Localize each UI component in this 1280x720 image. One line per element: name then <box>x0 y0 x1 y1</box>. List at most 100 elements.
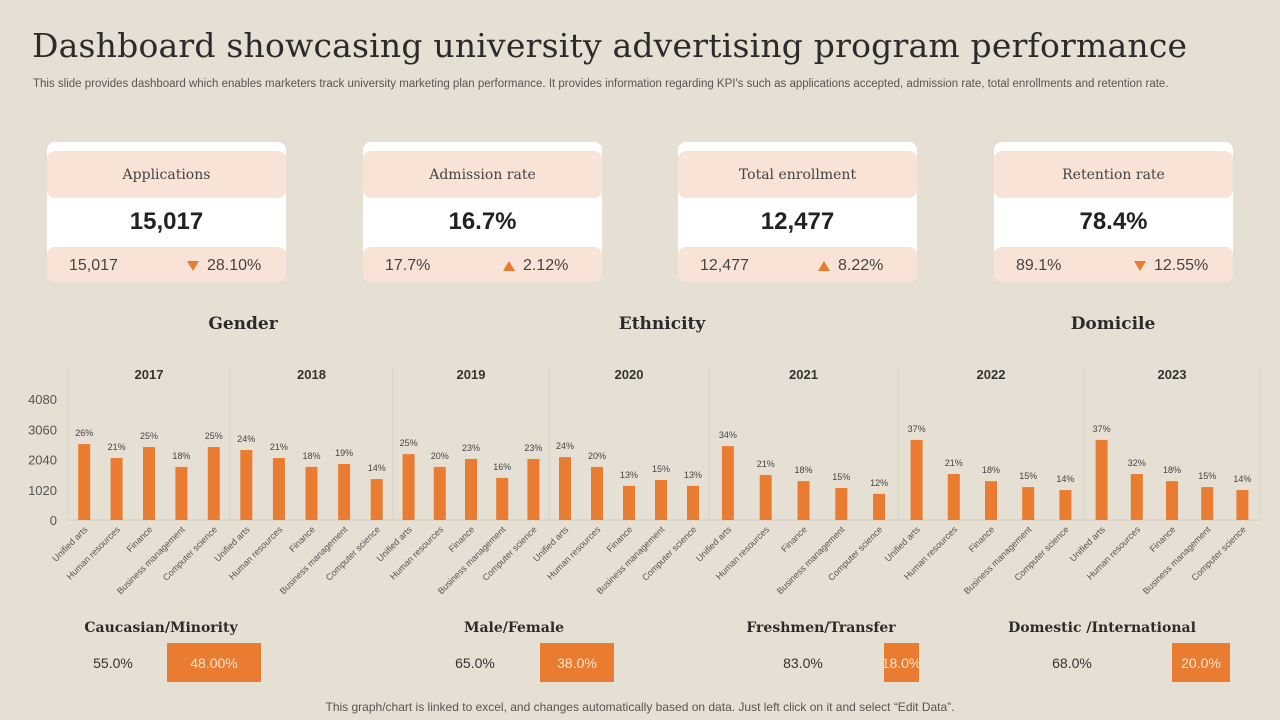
ratio-first-value: 55.0% <box>93 655 133 671</box>
x-tick-label: Business management <box>962 524 1034 596</box>
bar <box>1166 481 1178 520</box>
kpi-footer: 12,477 8.22% <box>678 247 917 282</box>
data-label: 20% <box>588 451 606 461</box>
bar <box>1095 439 1108 520</box>
data-label: 25% <box>140 431 158 441</box>
bar <box>797 481 810 520</box>
bar <box>496 477 509 520</box>
bar <box>402 454 415 520</box>
page-subtitle: This slide provides dashboard which enab… <box>33 78 1169 90</box>
bar <box>1022 487 1035 520</box>
kpi-change: 28.10% <box>187 257 261 275</box>
bar <box>1130 474 1143 520</box>
x-tick-label: Finance <box>447 524 477 554</box>
data-label: 15% <box>832 472 850 482</box>
data-label: 16% <box>493 462 511 472</box>
bar <box>527 458 540 520</box>
kpi-previous-value: 15,017 <box>69 257 118 274</box>
kpi-footer: 17.7% 2.12% <box>363 247 602 282</box>
kpi-change: 2.12% <box>503 257 568 275</box>
data-label: 14% <box>368 463 386 473</box>
bar <box>207 447 220 520</box>
bar <box>687 485 699 520</box>
data-label: 25% <box>400 438 418 448</box>
x-tick-label: Finance <box>605 524 635 554</box>
x-tick-label: Human resources <box>388 524 446 582</box>
ratio-second-value: 48.00% <box>167 643 261 682</box>
kpi-label: Applications <box>47 151 286 198</box>
kpi-footer: 89.1% 12.55% <box>994 247 1233 282</box>
triangle-down-icon <box>187 261 199 271</box>
data-label: 26% <box>75 428 93 438</box>
kpi-change: 8.22% <box>818 257 883 275</box>
data-label: 23% <box>524 443 542 453</box>
data-label: 25% <box>205 431 223 441</box>
bar <box>835 487 848 520</box>
kpi-change-value: 8.22% <box>838 257 884 274</box>
kpi-change-value: 2.12% <box>523 257 569 274</box>
y-tick-label: 2040 <box>28 453 57 468</box>
x-tick-label: Computer science <box>640 524 698 582</box>
data-label: 18% <box>302 451 320 461</box>
ratio-second-value: 20.0% <box>1172 643 1230 682</box>
ratio-first-value: 65.0% <box>455 655 495 671</box>
x-tick-label: Finance <box>1148 524 1178 554</box>
data-label: 37% <box>1093 424 1111 434</box>
y-tick-label: 0 <box>50 513 57 528</box>
bar <box>655 479 667 520</box>
group-year-label: 2023 <box>1158 367 1187 382</box>
bar-chart[interactable]: 0 1020 2040 3060 4080 2017 26% Unified arts 21% H… <box>0 355 1280 615</box>
x-tick-label: Finance <box>967 524 997 554</box>
data-label: 15% <box>1198 471 1216 481</box>
bar <box>272 458 285 520</box>
triangle-up-icon <box>818 261 830 271</box>
section-title-gender: Gender <box>208 314 278 334</box>
x-tick-label: Finance <box>779 524 809 554</box>
x-tick-label: Computer science <box>480 524 538 582</box>
ratio-second-value: 38.0% <box>540 643 614 682</box>
data-label: 13% <box>684 470 702 480</box>
bar <box>947 474 960 520</box>
y-tick-label: 1020 <box>28 483 57 498</box>
page-title: Dashboard showcasing university advertis… <box>32 26 1188 65</box>
bar <box>873 493 886 520</box>
data-label: 21% <box>757 459 775 469</box>
kpi-change-value: 28.10% <box>207 257 262 274</box>
data-label: 24% <box>237 434 255 444</box>
bar <box>370 479 383 520</box>
bar <box>910 439 923 520</box>
x-tick-label: Unified arts <box>883 524 923 564</box>
footnote: This graph/chart is linked to excel, and… <box>325 700 955 714</box>
data-label: 13% <box>620 470 638 480</box>
triangle-down-icon <box>1134 261 1146 271</box>
data-label: 15% <box>652 464 670 474</box>
kpi-change: 12.55% <box>1134 257 1208 275</box>
kpi-footer: 15,017 28.10% <box>47 247 286 282</box>
bar <box>1236 490 1249 520</box>
group-year-label: 2021 <box>789 367 818 382</box>
data-label: 21% <box>270 442 288 452</box>
kpi-value: 12,477 <box>760 208 835 235</box>
group-year-label: 2019 <box>457 367 486 382</box>
data-label: 19% <box>335 448 353 458</box>
ratio-first-value: 68.0% <box>1052 655 1092 671</box>
kpi-label: Retention rate <box>994 151 1233 198</box>
bar <box>985 481 997 520</box>
kpi-previous-value: 17.7% <box>385 257 431 274</box>
bar <box>623 485 635 520</box>
group-year-label: 2018 <box>297 367 326 382</box>
data-label: 18% <box>982 465 1000 475</box>
data-label: 18% <box>172 451 190 461</box>
kpi-change-value: 12.55% <box>1154 257 1209 274</box>
kpi-value: 15,017 <box>129 208 204 235</box>
bar <box>721 446 734 520</box>
bar <box>78 444 91 520</box>
data-label: 20% <box>431 451 449 461</box>
data-label: 23% <box>462 443 480 453</box>
x-tick-label: Finance <box>287 524 317 554</box>
kpi-previous-value: 89.1% <box>1016 257 1062 274</box>
kpi-card-retention-rate: Retention rate 78.4% 89.1% 12.55% <box>994 142 1233 282</box>
bar <box>143 447 155 520</box>
ratio-label-freshmen-transfer: Freshmen/Transfer <box>746 620 896 636</box>
kpi-card-admission-rate: Admission rate 16.7% 17.7% 2.12% <box>363 142 602 282</box>
